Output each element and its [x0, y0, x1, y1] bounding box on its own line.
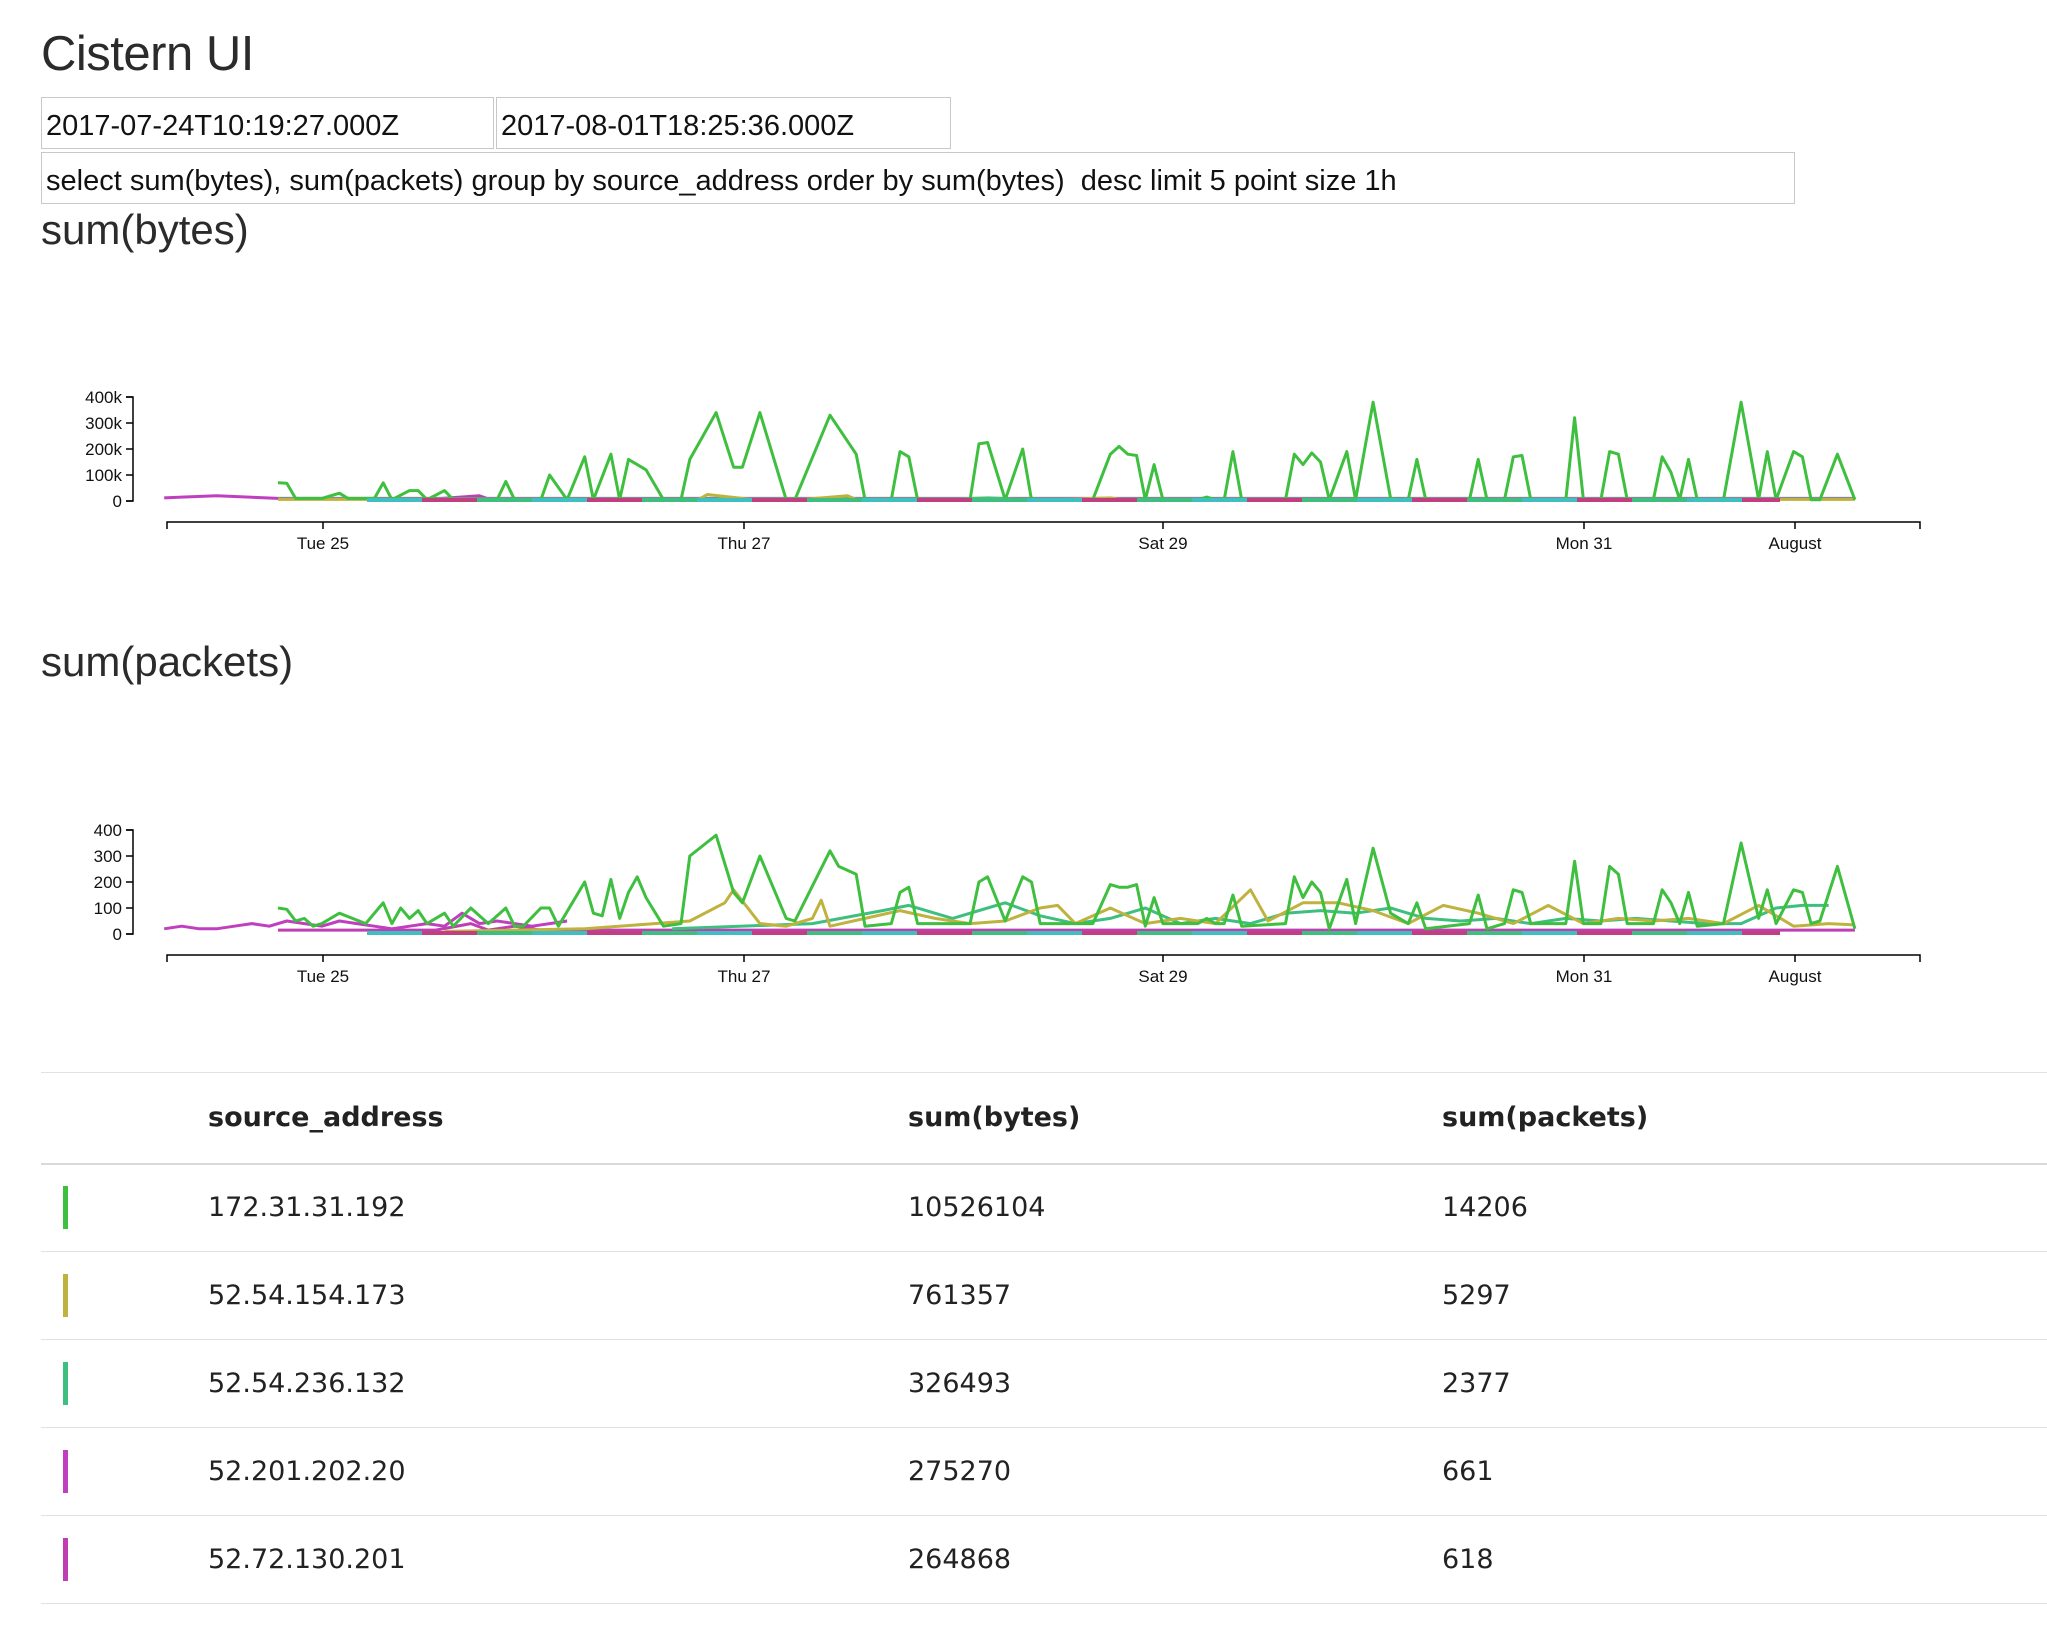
y-tick-label: 200: [94, 873, 122, 892]
series-line-172-31-31-192: [277, 833, 1857, 931]
swatch-cell: [41, 1340, 208, 1428]
query-input[interactable]: [41, 152, 1795, 204]
y-tick-label: 200k: [85, 440, 122, 459]
y-tick-label: 0: [113, 492, 122, 511]
series-color-swatch: [63, 1186, 68, 1230]
source-address-cell: 52.54.154.173: [208, 1280, 406, 1311]
x-tick-label: Thu 27: [718, 967, 771, 986]
sum-bytes-cell: 10526104: [908, 1192, 1046, 1224]
x-axis-line: [166, 521, 1921, 529]
swatch-cell: [41, 1516, 208, 1604]
start-time-input[interactable]: [41, 97, 494, 149]
sum-packets-cell: 14206: [1442, 1192, 1528, 1224]
results-table: source_address sum(bytes) sum(packets) 1…: [41, 1072, 2047, 1604]
x-tick-label: Mon 31: [1556, 967, 1613, 986]
y-tick-label: 0: [113, 925, 122, 944]
source-address-cell: 52.201.202.20: [208, 1456, 406, 1487]
x-axis-line: [166, 954, 1921, 962]
color-column-header: [41, 1073, 208, 1164]
y-tick-label: 300: [94, 847, 122, 866]
sum-bytes-cell: 264868: [908, 1544, 1012, 1575]
series-line-52-54-154-173: [444, 888, 1855, 933]
source-address-cell: 52.54.236.132: [208, 1368, 406, 1399]
table-row[interactable]: 52.201.202.20 275270 661: [41, 1428, 2047, 1516]
packets-chart: 0 100 200 300 400 Tue 25 Thu 27 Sat 29 Mon 31 Aug…: [94, 821, 1921, 986]
series-color-swatch: [63, 1538, 68, 1581]
y-tick-label: 100k: [85, 466, 122, 485]
y-tick-label: 100: [94, 899, 122, 918]
packets-chart-title: sum(packets): [41, 638, 294, 685]
series-color-swatch: [63, 1274, 68, 1317]
x-tick-label: Sat 29: [1138, 534, 1187, 553]
table-header-row: source_address sum(bytes) sum(packets): [41, 1072, 2047, 1164]
x-tick-label: Tue 25: [297, 967, 349, 986]
x-tick-label: Tue 25: [297, 534, 349, 553]
table-row[interactable]: 52.54.154.173 761357 5297: [41, 1252, 2047, 1340]
bytes-chart: 0 100k 200k 300k 400k Tue 25 Thu 27 Sat 29 Mon 3…: [85, 388, 1921, 553]
sum-packets-cell: 661: [1442, 1456, 1494, 1487]
y-tick-label: 400k: [85, 388, 122, 407]
x-tick-label: August: [1769, 534, 1822, 553]
series-line-172-31-31-192: [277, 400, 1857, 502]
table-row[interactable]: 172.31.31.192 10526104 14206: [41, 1164, 2047, 1252]
sum-bytes-cell: 761357: [908, 1280, 1012, 1311]
bytes-chart-title: sum(bytes): [41, 206, 249, 253]
y-tick-label: 300k: [85, 414, 122, 433]
x-tick-label: Thu 27: [718, 534, 771, 553]
source-address-header[interactable]: source_address: [208, 1102, 444, 1134]
series-line-52-72-130-201: [278, 922, 1855, 932]
swatch-cell: [41, 1252, 208, 1340]
y-tick-label: 400: [94, 821, 122, 840]
table-row[interactable]: 52.72.130.201 264868 618: [41, 1516, 2047, 1604]
sum-packets-cell: 2377: [1442, 1368, 1511, 1399]
sum-bytes-header[interactable]: sum(bytes): [908, 1102, 1081, 1134]
swatch-cell: [41, 1164, 208, 1252]
sum-bytes-cell: 275270: [908, 1456, 1012, 1487]
end-time-input[interactable]: [496, 97, 951, 149]
source-address-cell: 172.31.31.192: [208, 1192, 406, 1224]
series-color-swatch: [63, 1450, 68, 1493]
sum-bytes-cell: 326493: [908, 1368, 1012, 1399]
table-row[interactable]: 52.54.236.132 326493 2377: [41, 1340, 2047, 1428]
x-tick-label: August: [1769, 967, 1822, 986]
sum-packets-header[interactable]: sum(packets): [1442, 1102, 1649, 1134]
sum-packets-cell: 618: [1442, 1544, 1494, 1575]
x-tick-label: Mon 31: [1556, 534, 1613, 553]
app-title: Cistern UI: [41, 27, 254, 81]
source-address-cell: 52.72.130.201: [208, 1544, 406, 1575]
series-color-swatch: [63, 1362, 68, 1405]
swatch-cell: [41, 1428, 208, 1516]
x-tick-label: Sat 29: [1138, 967, 1187, 986]
sum-packets-cell: 5297: [1442, 1280, 1511, 1311]
